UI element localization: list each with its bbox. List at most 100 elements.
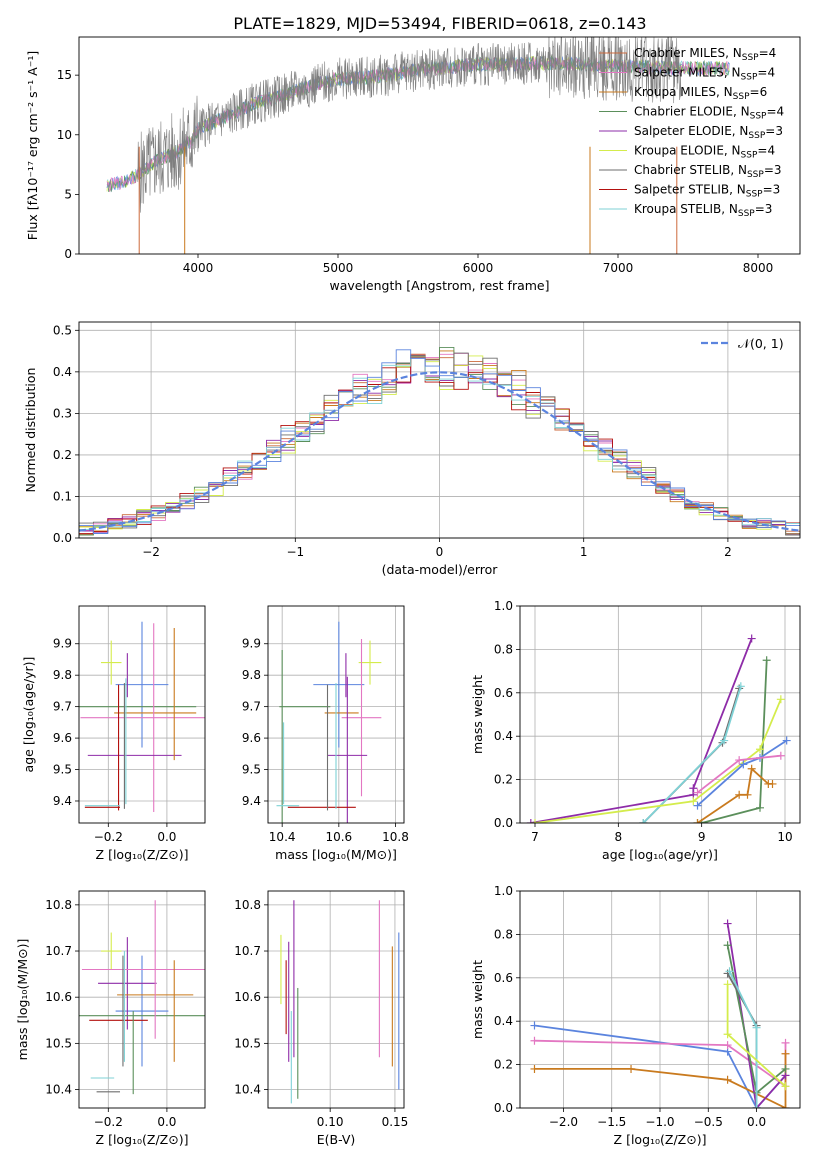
legend-entry-subscript: SSP: [733, 92, 750, 102]
y-tick-label: 0.6: [494, 686, 513, 700]
x-tick-label: 10.4: [269, 830, 296, 844]
legend-entry-subscript: SSP: [746, 190, 763, 200]
x-tick-label: 7000: [603, 261, 634, 275]
mass-weight-point: [530, 1064, 539, 1073]
y-tick-label: 0.4: [53, 365, 72, 379]
mass-weight-point: [627, 1064, 636, 1073]
legend-entry-subscript: SSP: [741, 151, 758, 161]
y-tick-label: 9.4: [53, 794, 72, 808]
mass-weight-point: [723, 1030, 732, 1039]
legend-entry: Kroupa MILES, NSSP=6: [634, 85, 767, 102]
line-layer: [530, 919, 790, 1108]
mass-weight-point: [693, 788, 702, 797]
axes-frame: [267, 605, 405, 824]
y-tick-label: 9.9: [242, 637, 261, 651]
mass-weight-point: [693, 801, 702, 810]
x-axis-label: Z [log₁₀(Z/Z⊙)]: [96, 1132, 189, 1147]
x-tick-label: −2.0: [549, 1115, 578, 1129]
y-tick-label: 10.4: [45, 1083, 72, 1097]
mass-weight-point: [752, 1023, 761, 1032]
y-tick-label: 0.0: [494, 1101, 513, 1115]
x-axis-label: Z [log₁₀(Z/Z⊙)]: [96, 847, 189, 862]
mass-weight-point: [723, 919, 732, 928]
y-tick-label: 0.5: [53, 323, 72, 337]
x-tick-label: −0.5: [694, 1115, 723, 1129]
mass-weight-line: [534, 698, 782, 823]
y-tick-label: 9.8: [53, 668, 72, 682]
legend-entry-name: Salpeter ELODIE, N: [634, 124, 748, 138]
spectrum-panel: 4000 5000 6000 7000 8000 0 5 10 15 wavelength [An…: [25, 36, 801, 293]
mass-weight-point: [720, 736, 729, 745]
legend-entry: Kroupa STELIB, NSSP=3: [634, 202, 772, 219]
x-tick-label: −1: [286, 545, 304, 559]
x-axis-label: (data-model)/error: [382, 562, 499, 577]
mass-weight-line: [642, 686, 742, 823]
legend-entry-name: Salpeter STELIB, N: [634, 183, 746, 197]
x-tick-label: 0.15: [382, 1115, 409, 1129]
y-axis-label: mass weight: [470, 960, 485, 1039]
legend-entry: Chabrier MILES, NSSP=4: [634, 46, 776, 63]
mass-weight-point: [689, 797, 698, 806]
x-tick-label: 9: [698, 830, 706, 844]
mass-weight-vs-z-panel: −2.0 −1.5 −1.0 −0.5 0.0 0.0 0.2 0.4 0.6 0.8 1.0 Z […: [470, 884, 801, 1147]
mass-weight-point: [776, 695, 785, 704]
mass-weight-point: [689, 784, 698, 793]
spectrum-lines: [106, 37, 730, 254]
x-axis-label: wavelength [Angstrom, rest frame]: [329, 278, 549, 293]
y-tick-label: 1.0: [494, 884, 513, 898]
mass-vs-ebv-panel: 0.10 0.15 10.4 10.5 10.6 10.7 10.8 E(B-V): [234, 890, 409, 1147]
legend-entry-subscript: SSP: [747, 170, 764, 180]
mass-weight-point: [530, 1036, 539, 1045]
mass-weight-line: [530, 638, 753, 823]
y-axis-label: Flux [fλ10⁻¹⁷ erg cm⁻² s⁻¹ A⁻¹]: [25, 51, 40, 240]
legend-entry-name: Kroupa STELIB, N: [634, 202, 738, 216]
y-tick-label: 9.7: [242, 700, 261, 714]
x-axis-label: E(B-V): [317, 1132, 356, 1147]
y-tick-label: 0.2: [494, 1058, 513, 1072]
x-tick-label: −1.5: [597, 1115, 626, 1129]
legend-entry-subscript: SSP: [741, 73, 758, 83]
mass-weight-point: [531, 819, 539, 823]
x-tick-label: 2: [724, 545, 732, 559]
axes-frame: [78, 890, 206, 1109]
normal-reference-curve: [79, 371, 800, 532]
y-tick-label: 10.5: [45, 1036, 72, 1050]
errorbar-layer: [79, 900, 205, 1095]
mass-weight-point: [756, 803, 764, 812]
x-tick-label: −0.2: [94, 1115, 123, 1129]
x-tick-label: −0.2: [94, 830, 123, 844]
mass-weight-point: [756, 745, 764, 754]
legend-entry-name: Chabrier STELIB, N: [634, 163, 747, 177]
y-tick-label: 1.0: [494, 599, 513, 613]
axes-frame: [267, 890, 405, 1109]
legend-entry-value: =3: [764, 163, 782, 177]
legend-entry-value: =4: [757, 144, 775, 158]
mass-weight-point: [743, 790, 752, 799]
y-tick-label: 10.6: [234, 990, 261, 1004]
mass-weight-point: [747, 634, 756, 643]
legend-entry-subscript: SSP: [738, 209, 755, 219]
y-tick-label: 9.7: [53, 700, 72, 714]
y-tick-label: 0.4: [494, 1014, 513, 1028]
legend-entry-name: Chabrier MILES, N: [634, 46, 742, 60]
y-tick-label: 0.8: [494, 642, 513, 656]
y-tick-label: 10.8: [45, 898, 72, 912]
legend-entry: 𝒩(0, 1): [738, 336, 784, 351]
legend-entry-subscript: SSP: [750, 112, 767, 122]
mass-weight-point: [725, 967, 734, 976]
legend-entry: Chabrier STELIB, NSSP=3: [634, 163, 782, 180]
y-axis-label: age [log₁₀(age/yr)]: [21, 657, 36, 773]
legend-entry-name: Kroupa ELODIE, N: [634, 144, 741, 158]
age-vs-mass-panel: 10.4 10.6 10.8 9.4 9.5 9.6 9.7 9.8 9.9 mass [log₁…: [242, 605, 409, 862]
mass-weight-point: [781, 1082, 790, 1091]
legend-entry: Chabrier ELODIE, NSSP=4: [634, 105, 784, 122]
mass-weight-point: [639, 819, 648, 823]
residual-histogram-step: [79, 349, 800, 538]
legend-entry: Salpeter MILES, NSSP=4: [634, 66, 775, 83]
y-tick-label: 10: [57, 128, 72, 142]
y-tick-label: 9.6: [53, 731, 72, 745]
mass-weight-point: [723, 980, 732, 989]
mass-weight-point: [747, 764, 756, 773]
y-tick-label: 0.3: [53, 406, 72, 420]
